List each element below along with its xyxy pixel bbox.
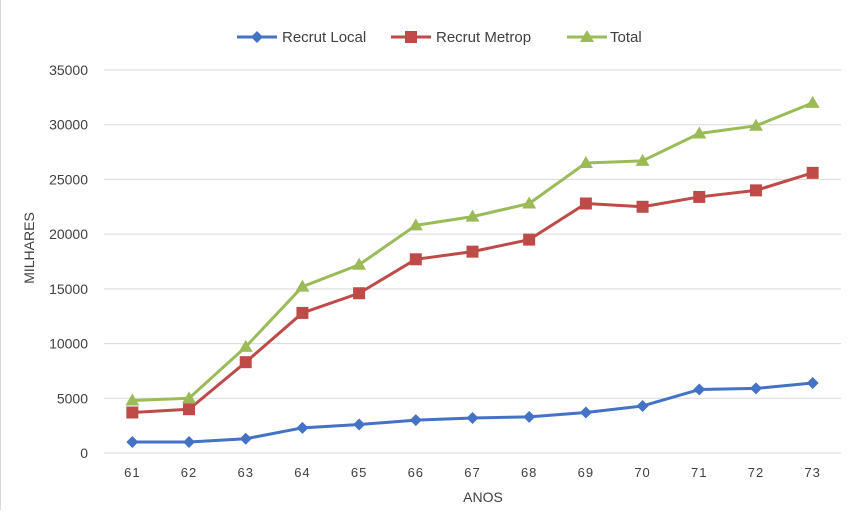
data-point <box>409 414 422 427</box>
y-tick-label: 20000 <box>49 226 88 242</box>
data-point <box>465 209 480 222</box>
y-tick-label: 25000 <box>49 171 88 187</box>
x-tick-label: 62 <box>181 465 197 480</box>
data-point <box>295 279 310 292</box>
x-tick-label: 73 <box>804 465 820 480</box>
series-line <box>132 171 814 415</box>
data-point <box>636 399 649 412</box>
legend-item: Total <box>567 29 642 46</box>
legend-label: Recrut Local <box>282 29 366 46</box>
x-tick-label: 72 <box>748 465 764 480</box>
x-tick-label: 63 <box>237 465 253 480</box>
x-tick-label: 69 <box>578 465 594 480</box>
data-point <box>296 421 309 434</box>
x-tick-label: 66 <box>408 465 424 480</box>
data-point <box>692 126 707 139</box>
y-tick-label: 5000 <box>57 390 88 406</box>
x-tick-label: 70 <box>634 465 650 480</box>
data-point <box>523 410 536 423</box>
x-tick-labels: 61 62 63 64 65 66 67 68 69 70 71 72 73 <box>124 465 820 480</box>
data-point <box>806 166 819 179</box>
y-tick-label: 15000 <box>49 281 88 297</box>
data-point <box>183 403 196 416</box>
x-tick-label: 64 <box>294 465 310 480</box>
data-point <box>353 287 366 300</box>
data-point <box>806 376 819 389</box>
data-point <box>578 156 593 169</box>
data-point <box>693 190 706 203</box>
legend-marker <box>251 31 263 43</box>
data-point <box>693 383 706 396</box>
series-recrut-local <box>126 376 819 449</box>
legend-marker <box>580 30 594 42</box>
data-point <box>296 306 309 319</box>
y-tick-label: 10000 <box>49 336 88 352</box>
x-tick-label: 71 <box>691 465 707 480</box>
legend: Recrut Local Recrut Metrop Total <box>237 29 642 46</box>
x-tick-label: 61 <box>124 465 140 480</box>
data-point <box>126 436 139 449</box>
legend-label: Total <box>610 29 642 46</box>
gridlines <box>104 69 841 399</box>
data-point <box>749 382 762 395</box>
data-point <box>579 406 592 419</box>
data-point <box>636 200 649 213</box>
data-point <box>126 406 139 419</box>
x-axis-label: ANOS <box>463 489 503 505</box>
legend-label: Recrut Metrop <box>436 29 531 46</box>
data-point <box>749 184 762 197</box>
data-point <box>239 432 252 445</box>
y-axis-label: MILHARES <box>21 212 37 284</box>
legend-item: Recrut Metrop <box>391 29 531 46</box>
data-point <box>353 418 366 431</box>
data-point <box>522 196 537 209</box>
data-point <box>748 118 763 131</box>
data-point <box>523 233 536 246</box>
data-point <box>125 393 140 406</box>
data-point <box>238 339 253 352</box>
x-tick-label: 67 <box>464 465 480 480</box>
data-point <box>466 411 479 424</box>
data-point <box>635 153 650 166</box>
data-point <box>239 356 252 369</box>
y-tick-label: 0 <box>80 445 88 461</box>
x-tick-label: 68 <box>521 465 537 480</box>
data-point <box>409 253 422 266</box>
data-point <box>805 95 820 108</box>
data-point <box>579 197 592 210</box>
legend-item: Recrut Local <box>237 29 366 46</box>
legend-marker <box>405 31 417 43</box>
series-recrut-metrop <box>126 166 819 419</box>
data-point <box>182 391 197 404</box>
data-point <box>352 257 367 270</box>
y-tick-label: 30000 <box>49 117 88 133</box>
data-point <box>466 245 479 258</box>
data-point <box>408 218 423 231</box>
data-point <box>183 436 196 449</box>
y-tick-labels: 0 5000 10000 15000 20000 25000 30000 35000 <box>49 62 88 461</box>
y-tick-label: 35000 <box>49 62 88 78</box>
series-total <box>125 95 820 406</box>
x-tick-label: 65 <box>351 465 367 480</box>
series-group <box>125 95 820 449</box>
